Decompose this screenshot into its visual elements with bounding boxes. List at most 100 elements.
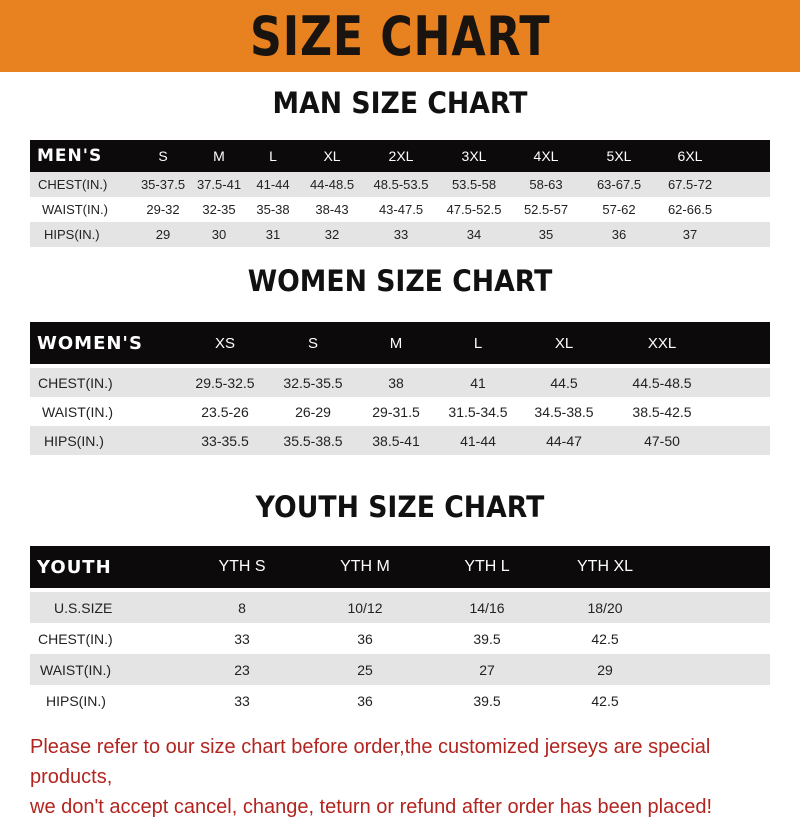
- table-cell: 38-43: [315, 202, 349, 217]
- youth-header-row: YOUTH YTH S YTH M YTH L YTH XL: [30, 546, 770, 588]
- table-row: CHEST(IN.) 33 36 39.5 42.5: [30, 623, 770, 654]
- size-column-header: 3XL: [461, 148, 487, 164]
- table-cell: 42.5: [591, 630, 619, 647]
- order-notice-line-2: we don't accept cancel, change, teturn o…: [30, 796, 713, 818]
- table-cell: 23: [234, 661, 250, 678]
- main-title: SIZE CHART: [249, 4, 551, 68]
- size-column-header: L: [473, 334, 483, 352]
- table-cell: 62-66.5: [667, 202, 713, 217]
- table-cell: 23.5-26: [201, 403, 249, 420]
- table-cell: 35-38: [256, 202, 290, 217]
- men-section-title: MAN SIZE CHART: [272, 86, 528, 120]
- size-chart-banner: SIZE CHART: [0, 0, 800, 72]
- size-column-header: L: [269, 148, 277, 164]
- table-cell: 33: [234, 630, 250, 647]
- table-cell: 36: [611, 227, 627, 242]
- table-cell: 38.5-42.5: [632, 403, 692, 420]
- table-cell: 29.5-32.5: [195, 374, 255, 391]
- table-cell: 39.5: [473, 630, 501, 647]
- table-cell: 44-47: [546, 432, 582, 449]
- size-column-header: XS: [214, 334, 236, 352]
- table-cell: 33-35.5: [201, 432, 249, 449]
- size-column-header: YTH S: [218, 558, 266, 575]
- row-label: HIPS(IN.): [46, 692, 106, 709]
- table-cell: 41: [470, 374, 486, 391]
- table-row: WAIST(IN.) 23.5-26 26-29 29-31.5 31.5-34.5 34…: [30, 397, 770, 426]
- table-cell: 53.5-58: [451, 177, 497, 192]
- table-cell: 29-32: [146, 202, 180, 217]
- table-cell: 48.5-53.5: [373, 177, 429, 192]
- table-header-label: WOMEN'S: [37, 332, 143, 354]
- table-cell: 26-29: [295, 403, 331, 420]
- size-column-header: YTH XL: [576, 558, 634, 575]
- table-cell: 47-50: [644, 432, 680, 449]
- table-cell: 37.5-41: [196, 177, 242, 192]
- table-cell: 37: [682, 227, 698, 242]
- size-column-header: XL: [554, 334, 574, 352]
- table-cell: 63-67.5: [596, 177, 642, 192]
- table-cell: 32-35: [202, 202, 236, 217]
- size-column-header: 6XL: [677, 148, 703, 164]
- row-label: WAIST(IN.): [42, 202, 108, 217]
- table-cell: 36: [357, 692, 373, 709]
- women-section-title: WOMEN SIZE CHART: [247, 264, 553, 298]
- table-cell: 35: [538, 227, 554, 242]
- men-size-table: MEN'S S M L XL 2XL 3XL 4XL 5XL 6XL CHEST(IN.) 35-37…: [30, 140, 770, 247]
- table-header-label: MEN'S: [37, 146, 103, 166]
- row-label: WAIST(IN.): [40, 661, 112, 678]
- table-cell: 52.5-57: [523, 202, 569, 217]
- row-label: CHEST(IN.): [38, 374, 113, 391]
- table-row: CHEST(IN.) 29.5-32.5 32.5-35.5 38 41 44.5 44.5…: [30, 368, 770, 397]
- size-column-header: YTH L: [464, 558, 510, 575]
- women-size-table: WOMEN'S XS S M L XL XXL CHEST(IN.) 29.5-32.5 32.5…: [30, 322, 770, 455]
- table-cell: 32: [324, 227, 340, 242]
- table-cell: 10/12: [347, 599, 383, 616]
- size-column-header: 2XL: [388, 148, 414, 164]
- women-header-row: WOMEN'S XS S M L XL XXL: [30, 322, 770, 364]
- table-cell: 47.5-52.5: [446, 202, 502, 217]
- table-cell: 58-63: [529, 177, 563, 192]
- size-column-header: M: [213, 148, 225, 164]
- table-cell: 31.5-34.5: [448, 403, 508, 420]
- table-cell: 41-44: [460, 432, 496, 449]
- row-label: U.S.SIZE: [54, 599, 113, 616]
- table-cell: 67.5-72: [667, 177, 713, 192]
- table-cell: 42.5: [591, 692, 619, 709]
- table-cell: 27: [479, 661, 495, 678]
- table-cell: 33: [393, 227, 409, 242]
- table-row: WAIST(IN.) 29-32 32-35 35-38 38-43 43-47.5 47.…: [30, 197, 770, 222]
- size-column-header: S: [307, 334, 319, 352]
- table-row: HIPS(IN.) 29 30 31 32 33 34 35 36 37: [30, 222, 770, 247]
- table-cell: 25: [357, 661, 373, 678]
- table-row: U.S.SIZE 8 10/12 14/16 18/20: [30, 592, 770, 623]
- size-column-header: M: [389, 334, 403, 352]
- table-cell: 44.5-48.5: [632, 374, 692, 391]
- size-column-header: YTH M: [340, 558, 390, 575]
- table-cell: 8: [238, 599, 246, 616]
- size-column-header: 5XL: [606, 148, 632, 164]
- table-cell: 34.5-38.5: [534, 403, 594, 420]
- table-cell: 18/20: [587, 599, 623, 616]
- youth-size-table: YOUTH YTH S YTH M YTH L YTH XL U.S.SIZE 8 10/12…: [30, 546, 770, 716]
- table-cell: 30: [211, 227, 227, 242]
- table-cell: 35-37.5: [140, 177, 186, 192]
- row-label: CHEST(IN.): [38, 177, 108, 192]
- row-label: WAIST(IN.): [42, 403, 114, 420]
- table-cell: 34: [466, 227, 482, 242]
- row-label: HIPS(IN.): [44, 432, 104, 449]
- size-column-header: 4XL: [533, 148, 559, 164]
- table-cell: 36: [357, 630, 373, 647]
- table-cell: 38: [388, 374, 404, 391]
- table-cell: 38.5-41: [372, 432, 420, 449]
- men-header-row: MEN'S S M L XL 2XL 3XL 4XL 5XL 6XL: [30, 140, 770, 172]
- order-notice: Please refer to our size chart before or…: [30, 732, 790, 822]
- table-cell: 44-48.5: [309, 177, 355, 192]
- size-column-header: XXL: [647, 334, 677, 352]
- table-cell: 41-44: [256, 177, 290, 192]
- table-cell: 44.5: [550, 374, 578, 391]
- size-column-header: XL: [323, 148, 341, 164]
- youth-section-title: YOUTH SIZE CHART: [255, 490, 545, 524]
- size-column-header: S: [158, 148, 168, 164]
- table-cell: 31: [265, 227, 281, 242]
- table-cell: 57-62: [602, 202, 636, 217]
